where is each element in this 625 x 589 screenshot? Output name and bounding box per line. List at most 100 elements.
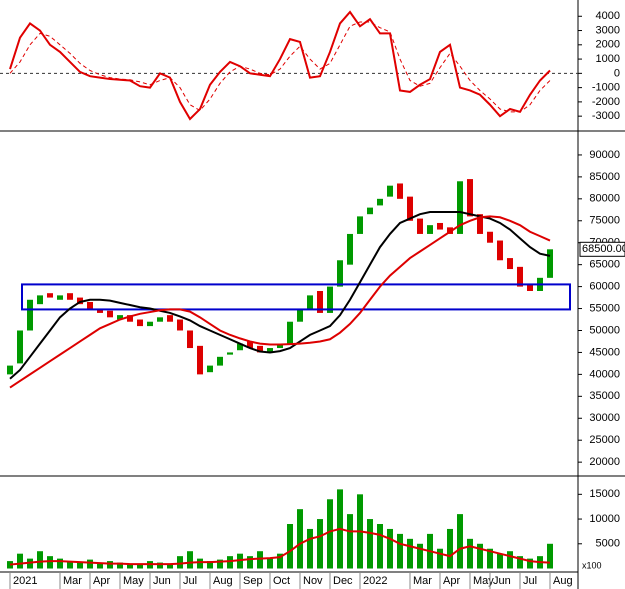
volume-bar: [287, 524, 293, 569]
volume-bar: [547, 543, 553, 569]
volume-bar: [157, 562, 163, 569]
candle: [427, 225, 433, 234]
candle: [127, 315, 133, 322]
volume-bar: [197, 558, 203, 569]
candle: [217, 356, 223, 366]
y-tick-label: 2000: [596, 39, 620, 51]
candle: [197, 345, 203, 375]
volume-bar: [417, 543, 423, 569]
candle: [307, 295, 313, 309]
volume-bar: [437, 548, 443, 569]
x-tick-label: Jun: [493, 575, 511, 587]
candle: [137, 319, 143, 327]
x-tick-label: 2021: [13, 575, 37, 587]
y-tick-label: 20000: [589, 456, 620, 468]
candle: [167, 315, 173, 322]
line-series: [9, 527, 551, 566]
volume-bar: [487, 548, 493, 569]
volume-bar: [207, 561, 213, 569]
line-series: [9, 10, 551, 121]
candle: [317, 290, 323, 313]
candle: [107, 310, 113, 318]
candle: [277, 343, 283, 349]
volume-bar: [267, 558, 273, 569]
volume-bar: [327, 499, 333, 569]
y-tick-label: 25000: [589, 434, 620, 446]
line-series: [9, 210, 551, 380]
candle: [97, 308, 103, 313]
volume-bar: [47, 556, 53, 569]
y-tick-label: 10000: [589, 513, 620, 525]
volume-bar: [377, 524, 383, 569]
candle: [297, 308, 303, 322]
candle: [357, 216, 363, 234]
volume-bar: [37, 551, 43, 569]
candle: [397, 183, 403, 199]
unit-label: x100: [582, 560, 602, 570]
volume-bar: [477, 543, 483, 569]
highlight-box: [21, 283, 571, 311]
volume-bar: [57, 558, 63, 569]
candle: [497, 240, 503, 261]
volume-bar: [527, 558, 533, 569]
candle: [467, 179, 473, 217]
volume-bar: [117, 562, 123, 569]
y-tick-label: 15000: [589, 488, 620, 500]
y-tick-label: -3000: [592, 110, 620, 122]
y-tick-label: 50000: [589, 324, 620, 336]
y-tick-label: 35000: [589, 390, 620, 402]
x-tick-label: Aug: [553, 575, 573, 587]
candle: [267, 348, 273, 353]
volume-bar: [67, 561, 73, 569]
x-tick-label: Sep: [243, 575, 263, 587]
volume-bar: [307, 528, 313, 569]
candle: [27, 299, 33, 331]
candle: [7, 365, 13, 375]
candle: [117, 315, 123, 320]
last-price-box: [579, 241, 625, 257]
x-tick-label: May: [473, 575, 494, 587]
candle: [287, 321, 293, 344]
volume-bar: [467, 538, 473, 569]
y-tick-label: 65000: [589, 259, 620, 271]
x-tick-label: Aug: [213, 575, 233, 587]
y-tick-label: -2000: [592, 96, 620, 108]
candle: [47, 293, 53, 298]
x-tick-label: Jun: [153, 575, 171, 587]
y-tick-label: -1000: [592, 82, 620, 94]
candle: [207, 365, 213, 373]
candle: [67, 293, 73, 300]
y-tick-label: 55000: [589, 302, 620, 314]
volume-bar: [7, 561, 13, 569]
candle: [417, 218, 423, 234]
x-tick-label: Nov: [303, 575, 323, 587]
y-tick-label: 60000: [589, 281, 620, 293]
y-tick-label: 45000: [589, 346, 620, 358]
x-tick-label: Apr: [93, 575, 110, 587]
y-tick-label: 90000: [589, 149, 620, 161]
volume-bar: [457, 514, 463, 569]
candle: [407, 196, 413, 221]
x-tick-label: Dec: [333, 575, 353, 587]
candle: [367, 207, 373, 215]
candle: [377, 198, 383, 206]
candle: [57, 295, 63, 300]
y-tick-label: 30000: [589, 412, 620, 424]
candle: [237, 343, 243, 351]
candle: [157, 317, 163, 322]
candle: [457, 181, 463, 234]
x-tick-label: Apr: [443, 575, 460, 587]
candle: [37, 295, 43, 305]
candle: [247, 341, 253, 349]
y-tick-label: 80000: [589, 193, 620, 205]
volume-bar: [497, 553, 503, 569]
volume-bar: [407, 538, 413, 569]
volume-bar: [177, 556, 183, 569]
candle: [517, 266, 523, 287]
volume-bar: [447, 528, 453, 569]
y-tick-label: 75000: [589, 215, 620, 227]
candle: [87, 301, 93, 309]
x-tick-label: Jul: [523, 575, 537, 587]
volume-bar: [97, 563, 103, 569]
